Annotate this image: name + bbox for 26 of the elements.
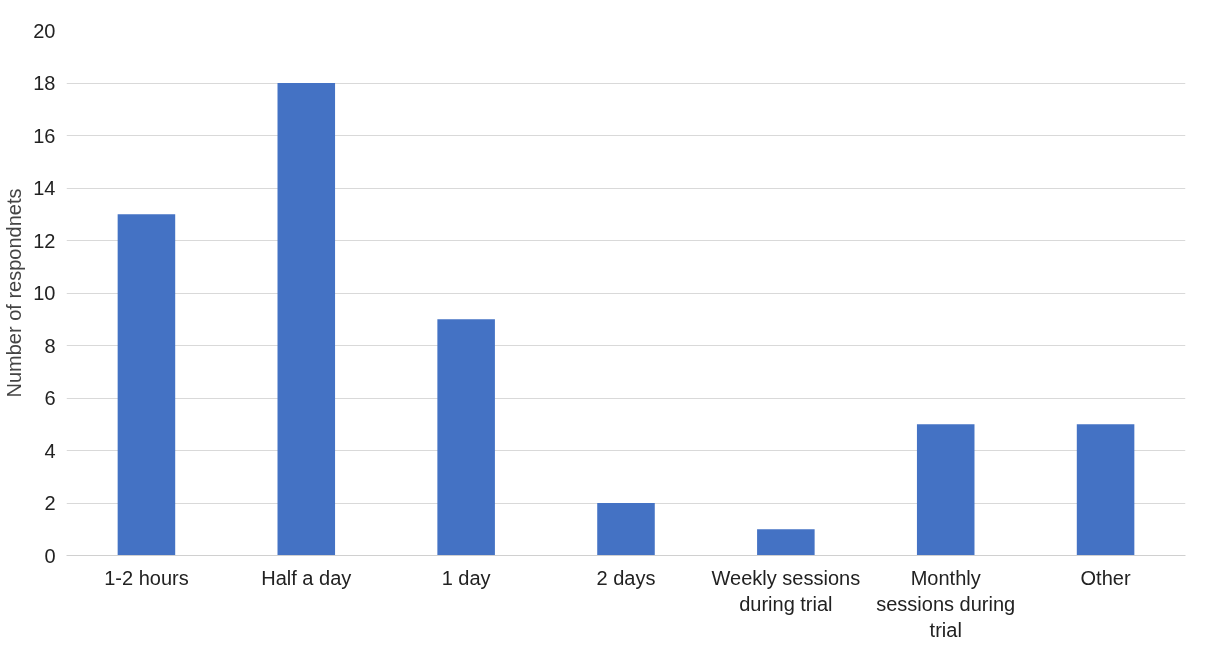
x-tick-label: 2 days <box>596 566 656 589</box>
y-tick-label: 6 <box>44 387 56 409</box>
bar <box>916 424 975 556</box>
x-tick-label: 1-2 hours <box>104 566 189 589</box>
y-tick-label: 12 <box>33 229 56 252</box>
bar <box>437 319 495 556</box>
bar <box>757 529 815 556</box>
y-tick-label: 16 <box>33 124 56 147</box>
bar <box>277 83 336 556</box>
x-tick-label: Half a day <box>261 566 352 589</box>
x-tick-label: Monthly sessions during trial <box>876 566 1016 642</box>
x-tick-label: Other <box>1080 566 1131 589</box>
y-tick-label: 4 <box>44 439 56 462</box>
y-tick-label: 18 <box>33 72 56 94</box>
x-tick-label: 1 day <box>441 566 491 589</box>
bar <box>597 503 655 556</box>
y-tick-label: 20 <box>33 19 56 42</box>
y-tick-label: 2 <box>44 492 56 514</box>
x-tick-label: Weekly sessions during trial <box>711 566 861 615</box>
y-tick-label: 10 <box>33 282 56 304</box>
y-tick-label: 14 <box>33 177 56 199</box>
y-tick-label: 0 <box>44 544 56 567</box>
bar <box>117 214 176 556</box>
bar <box>1076 424 1135 556</box>
y-axis-title: Number of respondnets <box>3 188 26 398</box>
y-tick-label: 8 <box>44 334 56 357</box>
